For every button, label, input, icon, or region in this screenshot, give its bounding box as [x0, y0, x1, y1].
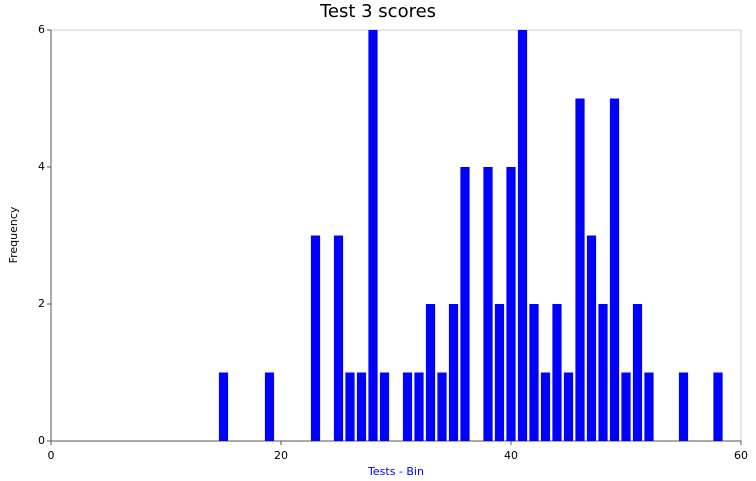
bar	[437, 372, 447, 441]
bar	[218, 372, 229, 441]
x-tick-label: 20	[274, 449, 288, 462]
x-tick-label: 40	[504, 449, 518, 462]
bar	[517, 30, 528, 441]
bar	[460, 167, 470, 441]
bar	[632, 304, 643, 441]
bar	[356, 372, 367, 441]
bar	[494, 304, 505, 441]
bar	[678, 372, 689, 441]
bar	[552, 304, 562, 441]
y-tick-label: 4	[38, 160, 45, 173]
bar	[609, 98, 620, 441]
bar	[713, 372, 723, 441]
x-tick-label: 60	[734, 449, 748, 462]
bar	[345, 372, 355, 441]
chart-title: Test 3 scores	[319, 1, 436, 22]
bar	[414, 372, 424, 441]
y-axis-label: Frequency	[7, 206, 20, 263]
bar	[586, 235, 597, 441]
bar	[264, 372, 275, 441]
bar	[540, 372, 551, 441]
bar	[379, 372, 390, 441]
bar	[575, 98, 585, 441]
y-tick-label: 2	[38, 297, 45, 310]
bar	[506, 167, 516, 441]
y-tick-label: 6	[38, 23, 45, 36]
bar	[483, 167, 493, 441]
bar	[529, 304, 539, 441]
x-tick-label: 0	[48, 449, 55, 462]
bar	[563, 372, 574, 441]
bar	[402, 372, 413, 441]
bar	[425, 304, 436, 441]
bar	[598, 304, 608, 441]
bar	[448, 304, 459, 441]
bar	[333, 235, 344, 441]
x-axis-label: Tests - Bin	[367, 465, 424, 478]
y-tick-label: 0	[38, 434, 45, 447]
bar	[644, 372, 654, 441]
bar	[621, 372, 631, 441]
bar	[310, 235, 321, 441]
bar	[368, 30, 378, 441]
